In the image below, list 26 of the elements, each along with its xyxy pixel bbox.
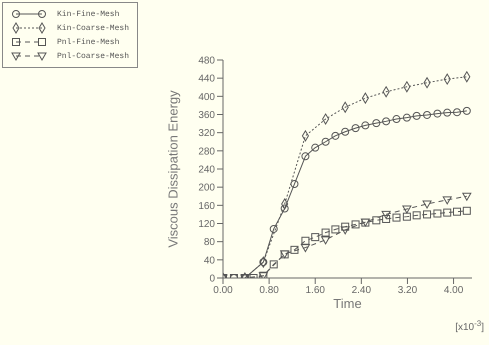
y-tick-label: 400 [198,92,216,103]
x-tick-label: 0.80 [259,285,280,296]
y-tick-label: 40 [204,255,216,266]
y-axis-title: Viscous Dissipation Energy [166,90,181,248]
x-tick-label: 0.00 [213,285,234,296]
x-axis-title: Time [333,296,362,311]
y-tick-label: 320 [198,128,216,140]
legend-label: Kin-Fine-Mesh [57,10,120,18]
y-tick-label: 120 [198,219,216,230]
x-tick-label: 2.40 [352,285,372,296]
text: [x10$^{-3}$] [455,318,484,333]
y-tick-label: 440 [198,74,216,85]
y-tick-label: 0 [209,274,216,285]
x-tick-label: 4.00 [444,285,464,296]
x-tick-label: 3.20 [398,285,418,296]
y-tick-label: 280 [198,146,216,158]
y-tick-label: 480 [198,56,216,67]
y-tick-label: 360 [198,110,216,122]
y-tick-label: 200 [198,182,216,194]
legend-label: Pnl-Fine-Mesh [57,38,120,46]
legend-label: Pnl-Coarse-Mesh [57,52,130,60]
x-tick-label: 1.60 [305,285,326,296]
y-tick-label: 240 [198,164,216,176]
legend-label: Kin-Coarse-Mesh [57,24,130,32]
y-tick-label: 80 [204,237,216,248]
y-tick-label: 160 [198,200,216,212]
